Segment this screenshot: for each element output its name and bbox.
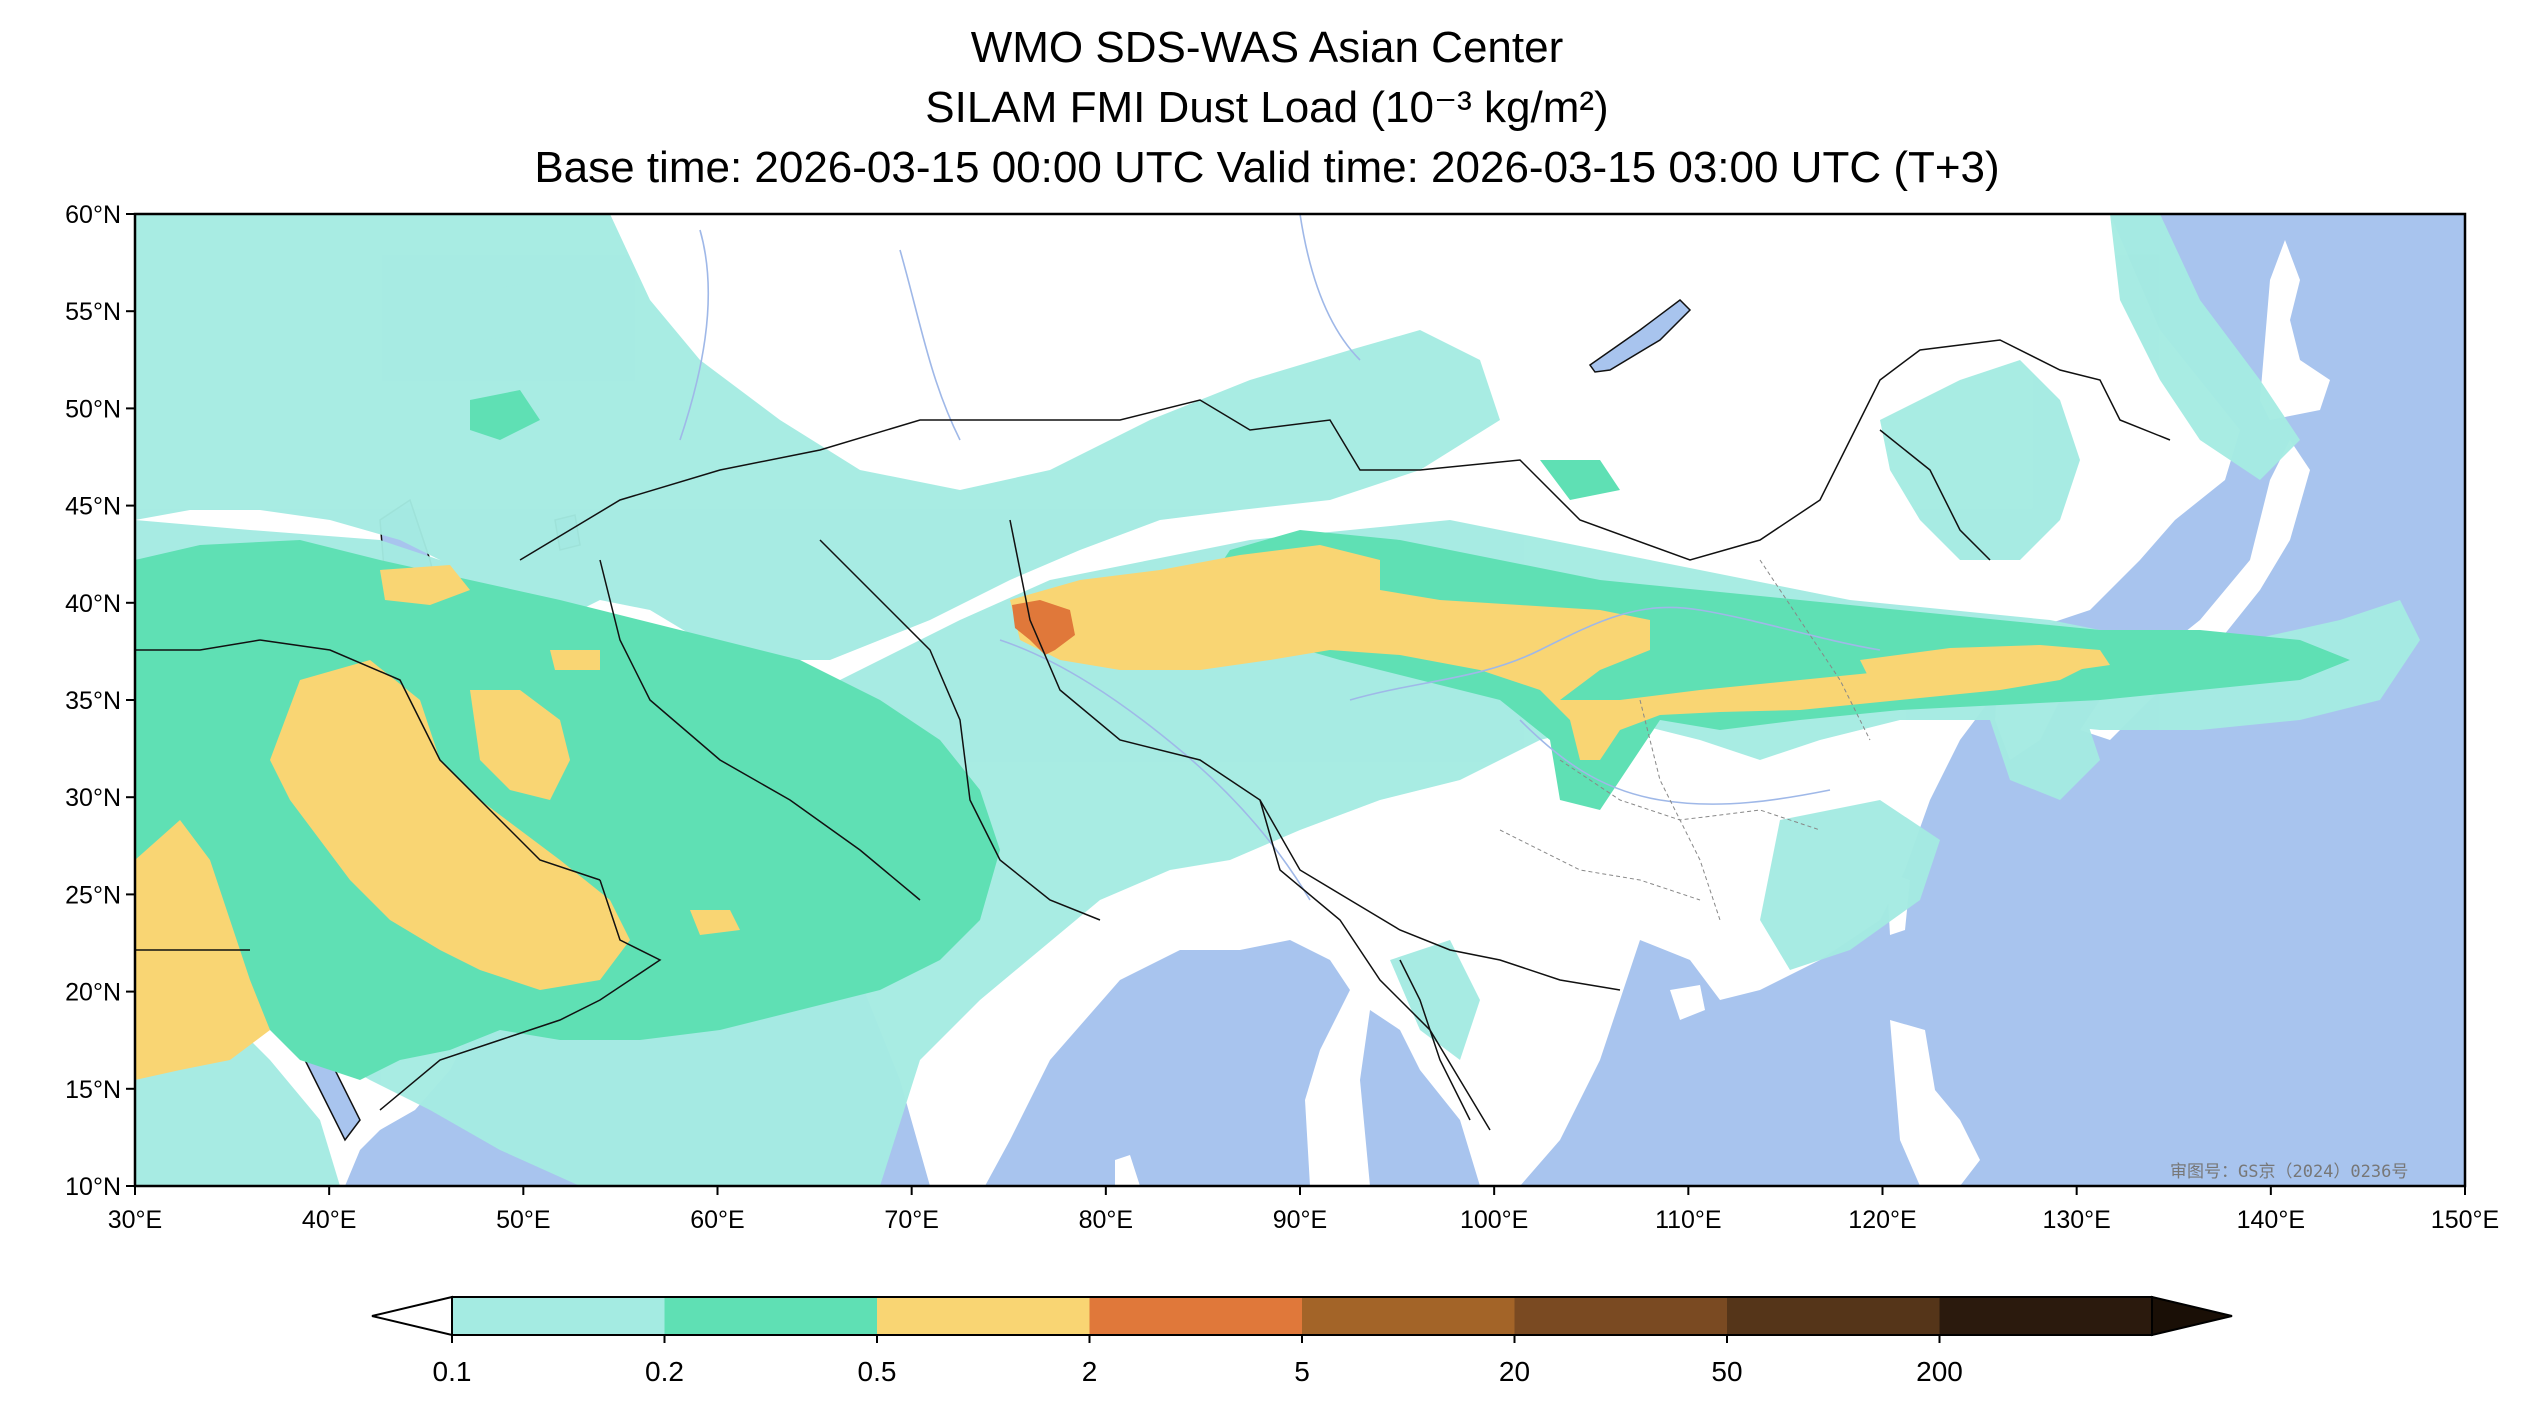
colorbar-tick-label: 200 xyxy=(1916,1356,1963,1387)
colorbar-over-extension xyxy=(2151,1295,2233,1337)
lat-tick-label: 60°N xyxy=(65,201,121,229)
borders-layer xyxy=(135,339,2171,1131)
lat-tick-label: 20°N xyxy=(65,979,121,1007)
colorbar-under-extension xyxy=(371,1295,453,1337)
map-title-block: WMO SDS-WAS Asian Center SILAM FMI Dust … xyxy=(0,18,2534,198)
colorbar-segment xyxy=(877,1297,1090,1335)
lat-tick-label: 45°N xyxy=(65,493,121,521)
colorbar-tick-label: 0.5 xyxy=(858,1356,897,1387)
lat-tick-label: 35°N xyxy=(65,687,121,715)
map-approval-number: 审图号：GS京（2024）0236号 xyxy=(2170,1162,2409,1182)
sri-lanka xyxy=(1115,1155,1140,1186)
time-info: Base time: 2026-03-15 00:00 UTC Valid ti… xyxy=(534,143,2000,192)
dust-level-2 xyxy=(1012,600,1075,655)
hainan-island xyxy=(1670,985,1705,1020)
lon-tick-label: 90°E xyxy=(1273,1206,1327,1234)
lat-tick-label: 15°N xyxy=(65,1076,121,1104)
map-title: WMO SDS-WAS Asian Center xyxy=(970,23,1564,72)
colorbar-tick-label: 20 xyxy=(1499,1356,1530,1387)
colorbar-tick-label: 0.1 xyxy=(433,1356,472,1387)
lat-tick-label: 25°N xyxy=(65,881,121,909)
lon-tick-label: 30°E xyxy=(108,1206,162,1234)
philippines-islands xyxy=(1890,1020,1980,1186)
colorbar-segment xyxy=(1514,1297,1728,1335)
lat-tick-label: 10°N xyxy=(65,1173,121,1201)
lon-tick-label: 80°E xyxy=(1079,1206,1133,1234)
lon-tick-label: 40°E xyxy=(302,1206,356,1234)
lon-tick-label: 150°E xyxy=(2431,1206,2499,1234)
colorbar-tick-label: 0.2 xyxy=(645,1356,684,1387)
lon-tick-label: 110°E xyxy=(1655,1206,1722,1234)
lon-tick-label: 50°E xyxy=(496,1206,550,1234)
lon-tick-label: 70°E xyxy=(884,1206,938,1234)
lat-tick-label: 55°N xyxy=(65,298,121,326)
lat-tick-label: 50°N xyxy=(65,395,121,423)
colorbar-segment xyxy=(1089,1297,1303,1335)
colorbar-segment xyxy=(1302,1297,1515,1335)
colorbar: 0.1 0.2 0.5 2 5 20 50 200 xyxy=(371,1295,2233,1387)
colorbar-tick-label: 5 xyxy=(1294,1356,1310,1387)
lon-tick-label: 140°E xyxy=(2237,1206,2305,1234)
map-layers xyxy=(135,214,2465,1186)
colorbar-segment xyxy=(1727,1297,1940,1335)
lon-tick-label: 120°E xyxy=(1848,1206,1916,1234)
lat-tick-label: 40°N xyxy=(65,590,121,618)
hokkaido-sakhalin xyxy=(2260,240,2330,420)
latitude-axis: 60°N 55°N 50°N 45°N 40°N 35°N 30°N 25°N 20°N 15°N… xyxy=(65,201,135,1201)
colorbar-segment xyxy=(664,1297,878,1335)
lon-tick-label: 60°E xyxy=(690,1206,744,1234)
lon-tick-label: 100°E xyxy=(1460,1206,1528,1234)
lat-tick-label: 30°N xyxy=(65,784,121,812)
lon-tick-label: 130°E xyxy=(2042,1206,2110,1234)
colorbar-segment xyxy=(1939,1297,2153,1335)
longitude-axis: 30°E 40°E 50°E 60°E 70°E 80°E 90°E 100°E 110°E 12… xyxy=(108,1186,2499,1234)
colorbar-segment xyxy=(452,1297,665,1335)
rivers-layer xyxy=(679,214,1881,901)
colorbar-tick-label: 2 xyxy=(1082,1356,1098,1387)
lake-baikal xyxy=(1588,299,1692,373)
map-subtitle: SILAM FMI Dust Load (10⁻³ kg/m²) xyxy=(925,83,1609,132)
province-borders-layer xyxy=(1499,559,1871,921)
colorbar-tick-label: 50 xyxy=(1711,1356,1742,1387)
